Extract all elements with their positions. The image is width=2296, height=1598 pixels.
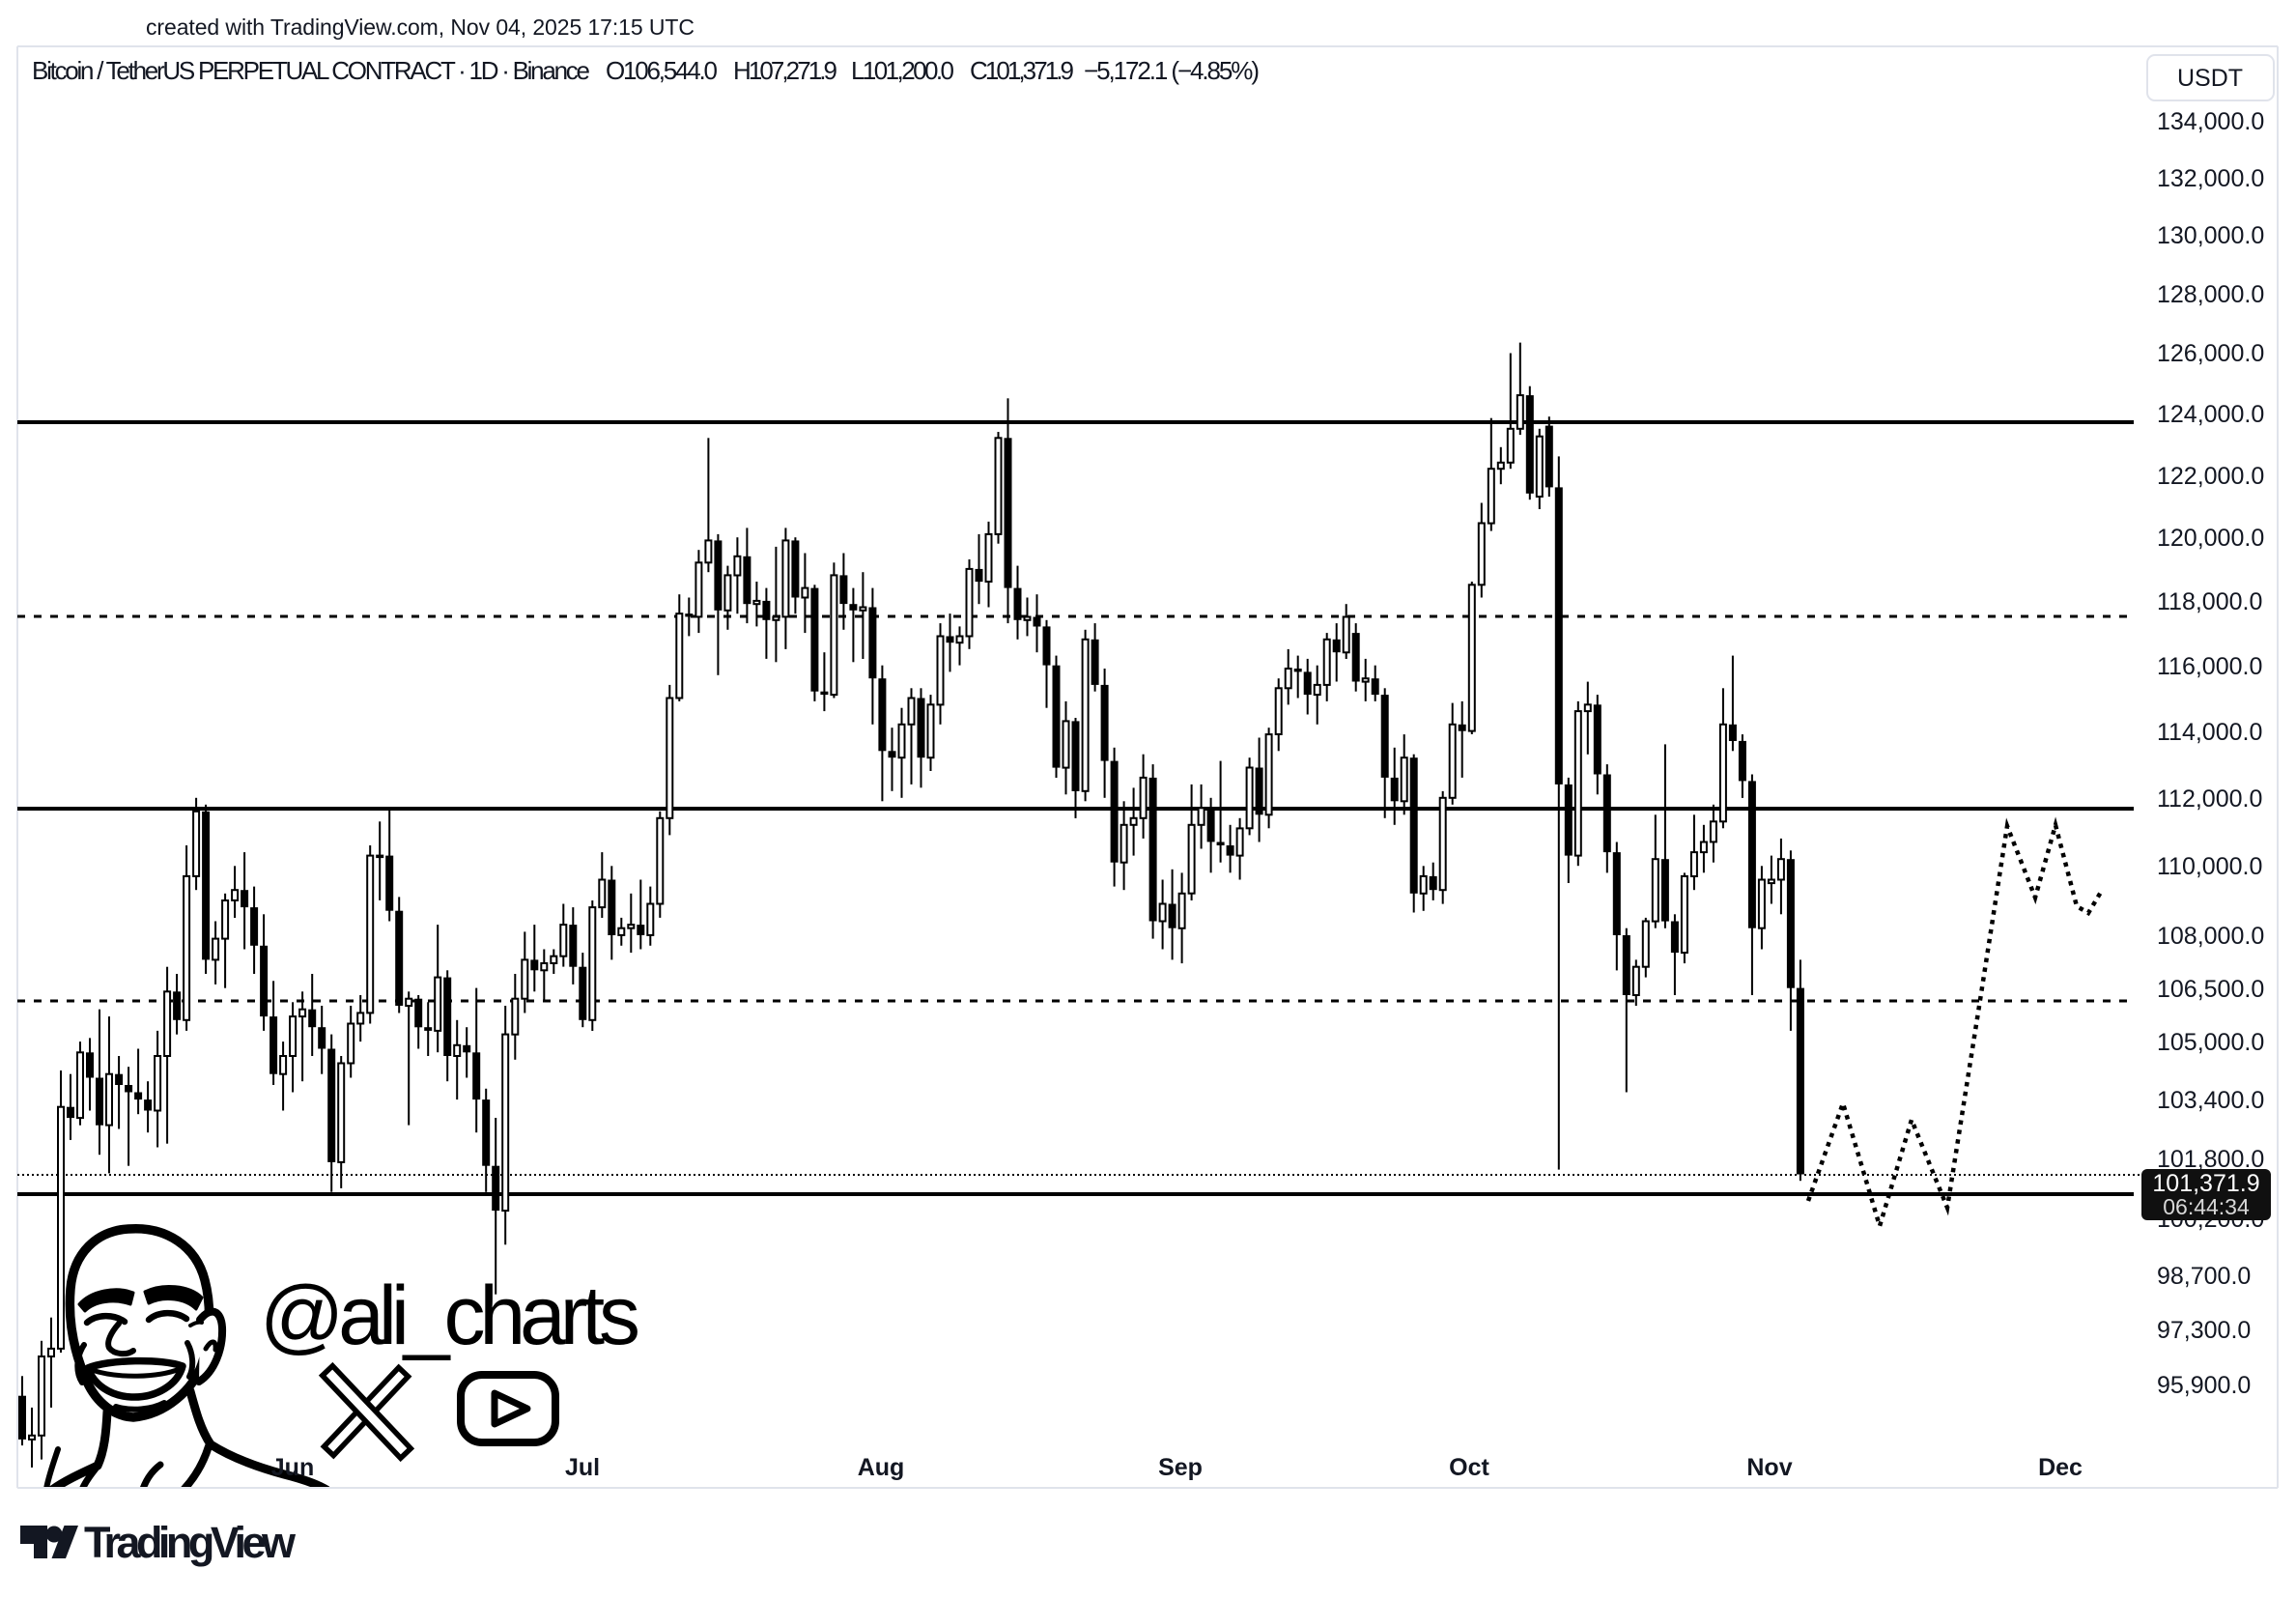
svg-text:126,000.0: 126,000.0 [2157, 340, 2264, 367]
svg-text:H107,271.9: H107,271.9 [733, 56, 837, 85]
svg-text:122,000.0: 122,000.0 [2157, 463, 2264, 490]
svg-text:−5,172.1 (−4.85%): −5,172.1 (−4.85%) [1084, 56, 1260, 85]
svg-text:TradingView: TradingView [84, 1518, 297, 1567]
svg-text:110,000.0: 110,000.0 [2157, 853, 2262, 880]
svg-text:128,000.0: 128,000.0 [2157, 281, 2264, 308]
svg-text:105,000.0: 105,000.0 [2157, 1029, 2264, 1056]
svg-text:created with TradingView.com,: created with TradingView.com, Nov 04, 20… [146, 14, 694, 40]
svg-text:Bitcoin / TetherUS PERPETUAL C: Bitcoin / TetherUS PERPETUAL CONTRACT · … [32, 56, 590, 85]
svg-text:@ali_charts: @ali_charts [260, 1270, 640, 1362]
svg-text:Jul: Jul [565, 1454, 600, 1481]
svg-text:118,000.0: 118,000.0 [2157, 588, 2262, 615]
svg-text:101,371.9: 101,371.9 [2152, 1170, 2259, 1197]
svg-text:132,000.0: 132,000.0 [2157, 165, 2264, 192]
svg-text:106,500.0: 106,500.0 [2157, 976, 2264, 1003]
svg-text:134,000.0: 134,000.0 [2157, 108, 2264, 135]
svg-text:116,000.0: 116,000.0 [2157, 653, 2262, 680]
svg-text:95,900.0: 95,900.0 [2157, 1372, 2251, 1399]
svg-text:101,800.0: 101,800.0 [2157, 1146, 2264, 1173]
svg-text:97,300.0: 97,300.0 [2157, 1317, 2251, 1344]
svg-text:124,000.0: 124,000.0 [2157, 401, 2264, 428]
svg-text:Dec: Dec [2038, 1454, 2083, 1481]
svg-text:Jun: Jun [271, 1454, 314, 1481]
svg-text:130,000.0: 130,000.0 [2157, 222, 2264, 249]
svg-text:103,400.0: 103,400.0 [2157, 1087, 2264, 1114]
svg-text:112,000.0: 112,000.0 [2157, 785, 2262, 813]
svg-text:120,000.0: 120,000.0 [2157, 525, 2264, 552]
svg-text:98,700.0: 98,700.0 [2157, 1263, 2251, 1290]
svg-text:O106,544.0: O106,544.0 [606, 56, 718, 85]
svg-text:06:44:34: 06:44:34 [2163, 1194, 2250, 1219]
svg-text:Oct: Oct [1449, 1454, 1489, 1481]
svg-text:Sep: Sep [1158, 1454, 1203, 1481]
svg-text:114,000.0: 114,000.0 [2157, 719, 2262, 746]
svg-text:USDT: USDT [2177, 65, 2243, 92]
svg-text:Nov: Nov [1746, 1454, 1792, 1481]
svg-text:Aug: Aug [858, 1454, 905, 1481]
svg-text:C101,371.9: C101,371.9 [970, 56, 1074, 85]
svg-text:L101,200.0: L101,200.0 [851, 56, 954, 85]
svg-text:108,000.0: 108,000.0 [2157, 923, 2264, 950]
